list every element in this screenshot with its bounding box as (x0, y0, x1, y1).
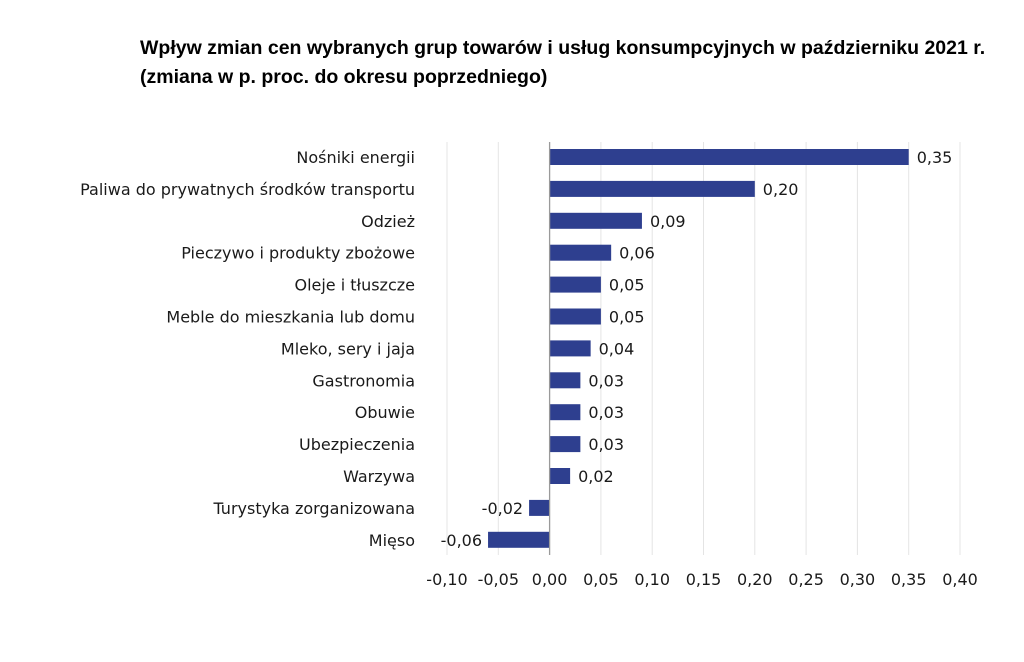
bar (549, 436, 581, 453)
value-label: 0,03 (588, 403, 624, 422)
value-label: 0,05 (609, 308, 645, 327)
category-label: Oleje i tłuszcze (294, 276, 415, 295)
value-label: 0,04 (599, 339, 635, 358)
bar (488, 531, 550, 548)
bar (549, 149, 909, 165)
bars (488, 149, 909, 548)
bar (549, 212, 642, 229)
x-tick-label: 0,25 (788, 570, 824, 589)
bar (549, 276, 601, 293)
value-label: 0,20 (763, 180, 799, 199)
x-tick-label: -0,10 (426, 570, 467, 589)
category-label: Warzywa (343, 467, 415, 486)
category-label: Paliwa do prywatnych środków transportu (80, 180, 415, 199)
value-label: -0,06 (441, 531, 482, 550)
bar (549, 404, 581, 421)
category-label: Odzież (361, 212, 415, 231)
category-label: Pieczywo i produkty zbożowe (181, 244, 415, 263)
value-label: 0,02 (578, 467, 614, 486)
x-tick-labels: -0,10 -0,05 0,00 0,05 0,10 0,15 0,20 0,25 0,30 0,… (426, 570, 978, 589)
bar (549, 372, 581, 389)
bar (549, 180, 755, 197)
value-label: -0,02 (482, 499, 523, 518)
bar (549, 308, 601, 325)
category-label: Nośniki energii (296, 148, 415, 167)
category-label: Meble do mieszkania lub domu (166, 308, 415, 327)
category-label: Obuwie (355, 403, 415, 422)
value-label: 0,05 (609, 276, 645, 295)
chart-title: Wpływ zmian cen wybranych grup towarów i… (140, 37, 986, 59)
value-label: 0,09 (650, 212, 686, 231)
bar (549, 340, 591, 357)
bar (529, 499, 550, 516)
category-label: Turystyka zorganizowana (212, 499, 415, 518)
x-tick-label: 0,15 (686, 570, 722, 589)
x-tick-label: 0,30 (840, 570, 876, 589)
category-label: Gastronomia (312, 371, 415, 390)
category-labels: Nośniki energii Paliwa do prywatnych środ… (80, 148, 415, 550)
category-label: Mięso (369, 531, 415, 550)
category-label: Mleko, sery i jaja (281, 339, 415, 358)
value-labels: 0,35 0,20 0,09 0,06 0,05 0,05 0,04 0,03 0,03 0,03… (441, 148, 953, 550)
x-tick-label: 0,20 (737, 570, 773, 589)
x-tick-label: 0,05 (583, 570, 619, 589)
value-label: 0,03 (588, 371, 624, 390)
bar (549, 244, 612, 261)
chart-subtitle: (zmiana w p. proc. do okresu poprzednieg… (140, 66, 548, 88)
x-tick-label: 0,35 (891, 570, 927, 589)
x-tick-label: -0,05 (478, 570, 519, 589)
grid-lines (446, 142, 961, 555)
category-label: Ubezpieczenia (299, 435, 415, 454)
x-tick-label: 0,00 (532, 570, 568, 589)
value-label: 0,03 (588, 435, 624, 454)
chart-title-block: Wpływ zmian cen wybranych grup towarów i… (140, 34, 1020, 92)
value-label: 0,06 (619, 244, 655, 263)
x-tick-label: 0,40 (942, 570, 978, 589)
bar (549, 468, 571, 484)
value-label: 0,35 (917, 148, 953, 167)
x-tick-label: 0,10 (634, 570, 670, 589)
